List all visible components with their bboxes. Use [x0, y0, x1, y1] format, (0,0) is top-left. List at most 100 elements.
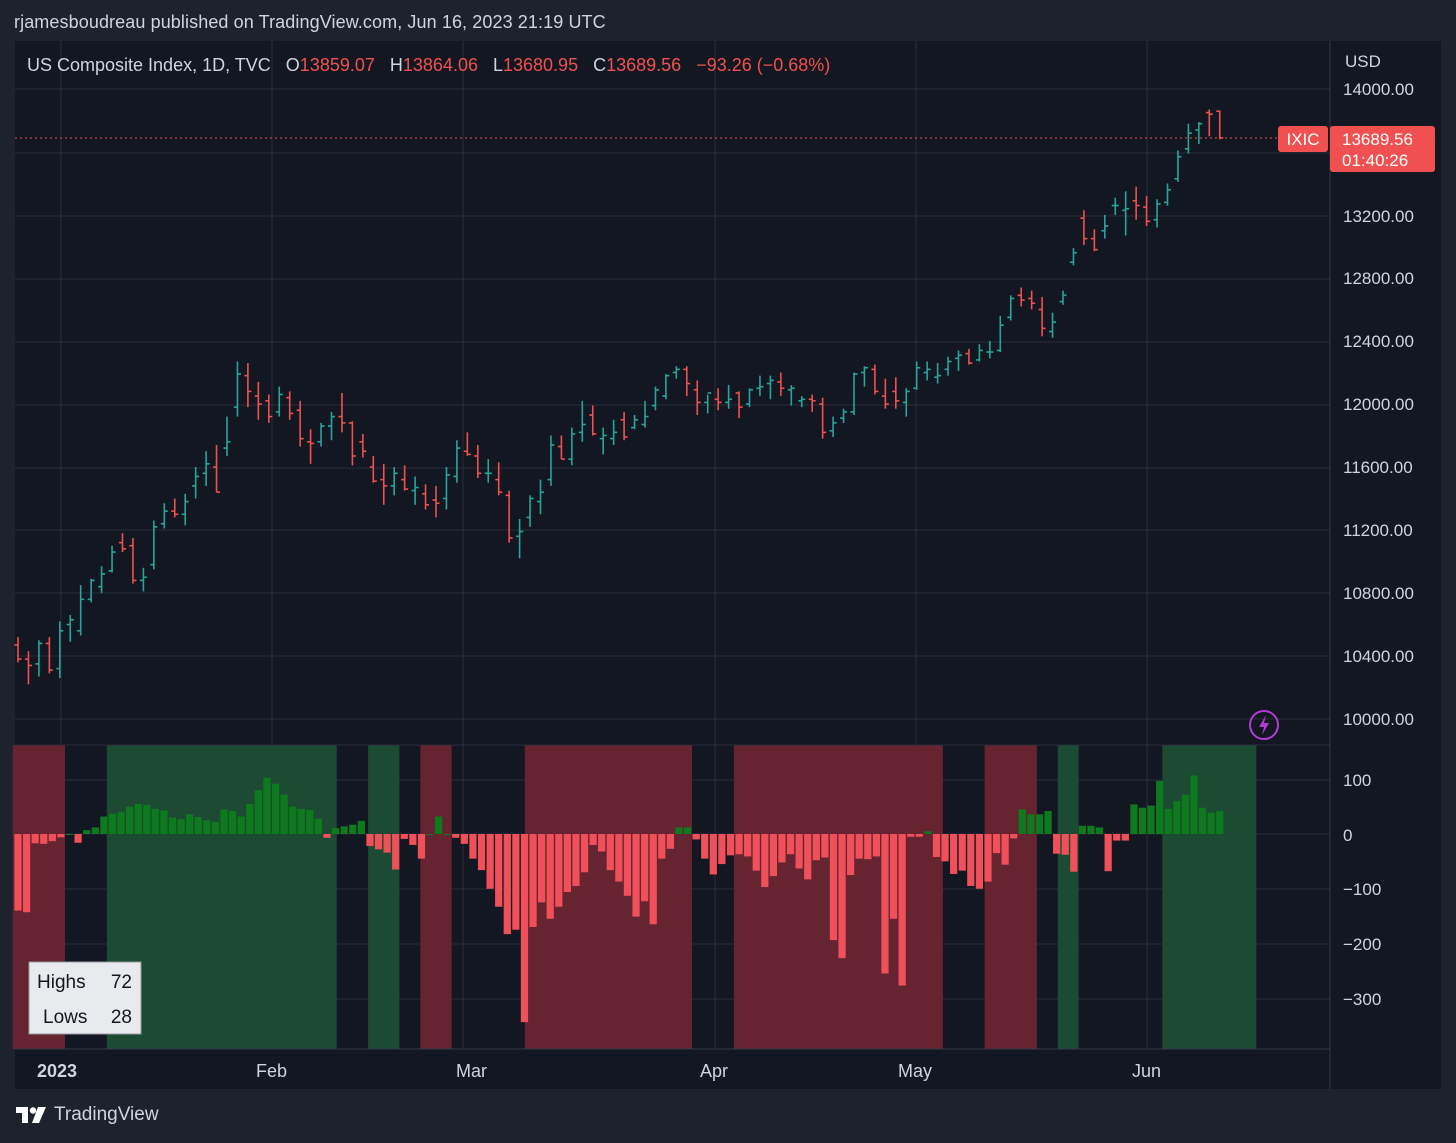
histogram-bar: [246, 803, 254, 834]
histogram-bar: [486, 834, 494, 889]
histogram-bar: [1173, 801, 1181, 834]
ohlc-bar: [923, 361, 931, 381]
main-pane[interactable]: [15, 41, 1330, 745]
ohlc-bar: [840, 408, 848, 423]
ohlc-bar: [725, 385, 733, 409]
histogram-bar: [323, 834, 331, 838]
histogram-bar: [598, 834, 606, 852]
price-tick: 11200.00: [1343, 521, 1413, 540]
ohlc-bar: [505, 490, 513, 543]
histogram-bar: [117, 812, 125, 834]
ohlc-bar: [1132, 186, 1140, 220]
ohlc-bar: [1101, 215, 1109, 239]
tradingview-wordmark: TradingView: [54, 1104, 159, 1125]
ohlc-bar: [1205, 109, 1213, 137]
price-tick: 11600.00: [1343, 458, 1413, 477]
ohlc-bar: [422, 484, 430, 510]
ohlc-bar: [181, 493, 189, 526]
histogram-bar: [91, 827, 99, 834]
histogram-bar: [950, 834, 958, 874]
ohlc-bar: [693, 380, 701, 416]
histogram-bar: [74, 834, 82, 843]
histogram-bar: [1130, 804, 1138, 834]
ohlc-bar: [965, 348, 973, 365]
ohlc-bar: [286, 391, 294, 420]
ohlc-bar: [14, 637, 22, 663]
histogram-bar: [872, 834, 880, 857]
currency-label[interactable]: USD: [1345, 52, 1381, 71]
time-label: Jun: [1132, 1061, 1161, 1081]
ohlc-bar: [108, 545, 116, 573]
histogram-bar: [168, 817, 177, 834]
ohlc-bar: [56, 621, 64, 679]
time-label: Apr: [700, 1061, 728, 1081]
legend: US Composite Index, 1D, TVC O13859.07 H1…: [27, 55, 830, 75]
histogram-bar: [314, 818, 323, 834]
tradingview-logo[interactable]: TradingView: [16, 1104, 159, 1126]
histogram-bar: [220, 809, 228, 834]
ohlc-bar: [1143, 196, 1151, 227]
histogram-bar: [452, 834, 460, 838]
legend-o-label: O: [286, 55, 300, 75]
histogram-bar: [546, 834, 554, 919]
histogram-bar: [409, 834, 417, 845]
last-price-label[interactable]: 13689.56 01:40:26: [1330, 126, 1435, 172]
ohlc-bar: [1195, 122, 1203, 145]
histogram-bar: [1198, 807, 1207, 834]
ohlc-bar: [578, 400, 586, 442]
ohlc-bar: [463, 432, 471, 456]
ohlc-bar: [798, 396, 806, 408]
price-tick: 13200.00: [1343, 207, 1414, 226]
histogram-bar: [125, 806, 134, 834]
time-label: Feb: [256, 1061, 287, 1081]
ohlc-bar: [819, 397, 827, 439]
ohlc-bar: [411, 476, 419, 505]
time-axis-area[interactable]: [15, 1049, 1330, 1089]
highs-lows-box: Highs 72 Lows 28: [28, 961, 142, 1035]
ohlc-bar: [1049, 312, 1057, 338]
legend-change: −93.26 (−0.68%): [696, 55, 830, 75]
histogram-bar: [1053, 834, 1061, 854]
ohlc-bar: [913, 361, 921, 390]
ohlc-bar: [568, 427, 576, 466]
histogram-bar: [538, 834, 546, 903]
osc-tick: −300: [1343, 990, 1381, 1009]
ohlc-bar: [348, 421, 356, 466]
ohlc-bar: [244, 363, 252, 408]
background-bands: [12, 745, 1257, 1049]
price-tick: 12000.00: [1343, 395, 1414, 414]
ohlc-bar: [1090, 229, 1098, 252]
signal-band: [1162, 745, 1257, 1049]
ohlc-bar: [139, 567, 147, 592]
price-scale-area[interactable]: [1330, 41, 1441, 1089]
symbol-tag[interactable]: IXIC: [1278, 126, 1328, 152]
ohlc-bar: [223, 416, 231, 456]
histogram-bar: [941, 834, 949, 862]
histogram-bar: [932, 834, 941, 857]
ohlc-bar: [975, 344, 983, 362]
ohlc-bar: [766, 375, 774, 400]
ohlc-bar: [296, 400, 304, 447]
legend-symbol: US Composite Index, 1D, TVC: [27, 55, 271, 75]
histogram-bar: [1207, 812, 1215, 834]
histogram-bar: [821, 834, 829, 858]
ohlc-bar: [328, 411, 335, 441]
histogram-bar: [847, 834, 855, 876]
histogram-bar: [649, 834, 657, 925]
lightning-icon[interactable]: [1249, 710, 1279, 740]
ohlc-bar: [275, 386, 283, 417]
histogram-bar: [744, 834, 752, 857]
ohlc-bar: [557, 435, 565, 460]
ohlc-bar: [1111, 197, 1119, 215]
ohlc-bar: [192, 467, 200, 499]
ohlc-bar: [390, 467, 398, 496]
ohlc-bar: [526, 495, 534, 527]
ohlc-bar: [1080, 210, 1088, 245]
histogram-bar: [812, 834, 820, 861]
price-tick: 12800.00: [1343, 269, 1414, 288]
ohlc-bar: [495, 462, 503, 496]
ohlc-bar: [735, 391, 743, 419]
histogram-bar: [469, 834, 477, 859]
ohlc-bar: [1164, 183, 1171, 206]
